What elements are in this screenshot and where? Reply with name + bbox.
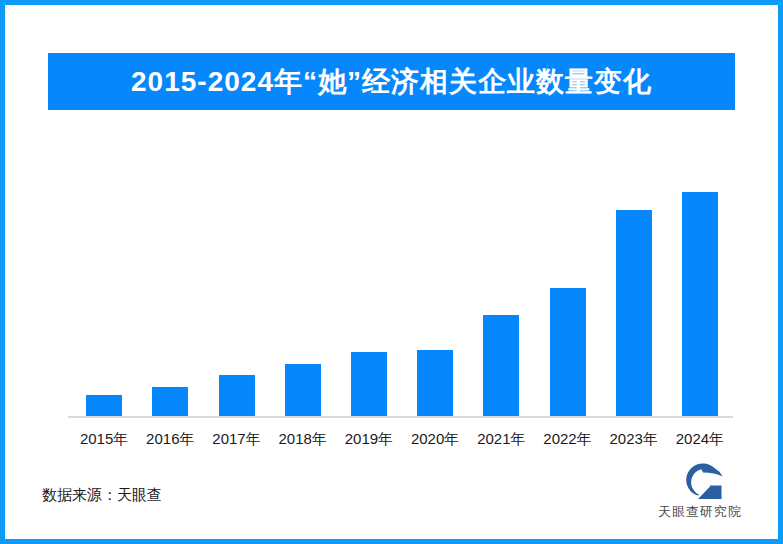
x-axis-label: 2023年 xyxy=(601,430,667,450)
bar-2020年 xyxy=(417,350,453,417)
bar-2017年 xyxy=(219,375,255,417)
bar-2024年 xyxy=(682,192,718,417)
bar-cell xyxy=(667,192,733,417)
brand-logo-text: 天眼查研究院 xyxy=(650,503,750,521)
bar-2022年 xyxy=(550,288,586,417)
poster-frame: 2015-2024年“她”经济相关企业数量变化 2015年2016年2017年2… xyxy=(0,0,783,544)
bar-2015年 xyxy=(86,395,122,417)
x-axis-label: 2021年 xyxy=(468,430,534,450)
x-axis-line xyxy=(68,416,733,418)
chart-title-banner: 2015-2024年“她”经济相关企业数量变化 xyxy=(48,53,735,110)
bar-cell xyxy=(601,192,667,417)
x-axis-label: 2022年 xyxy=(534,430,600,450)
bar-cell xyxy=(336,192,402,417)
brand-logo: 天眼查研究院 xyxy=(650,463,750,521)
bar-2016年 xyxy=(152,387,188,417)
bars-container xyxy=(71,192,733,417)
bar-2023年 xyxy=(616,210,652,417)
x-axis-label: 2015年 xyxy=(71,430,137,450)
bar-2021年 xyxy=(483,315,519,417)
bar-cell xyxy=(137,192,203,417)
bar-cell xyxy=(71,192,137,417)
x-axis-label: 2024年 xyxy=(667,430,733,450)
chart-title: 2015-2024年“她”经济相关企业数量变化 xyxy=(131,63,652,101)
tianyancha-logo-icon xyxy=(676,463,724,501)
bar-cell xyxy=(203,192,269,417)
x-axis-label: 2019年 xyxy=(336,430,402,450)
x-axis-label: 2017年 xyxy=(203,430,269,450)
x-axis-label: 2016年 xyxy=(137,430,203,450)
bar-2019年 xyxy=(351,352,387,417)
x-axis-labels: 2015年2016年2017年2018年2019年2020年2021年2022年… xyxy=(71,430,733,450)
data-source-text: 数据来源：天眼查 xyxy=(42,486,162,505)
bar-cell xyxy=(402,192,468,417)
bar-cell xyxy=(534,192,600,417)
x-axis-label: 2018年 xyxy=(270,430,336,450)
bar-cell xyxy=(468,192,534,417)
bar-2018年 xyxy=(285,364,321,417)
x-axis-label: 2020年 xyxy=(402,430,468,450)
bar-cell xyxy=(270,192,336,417)
